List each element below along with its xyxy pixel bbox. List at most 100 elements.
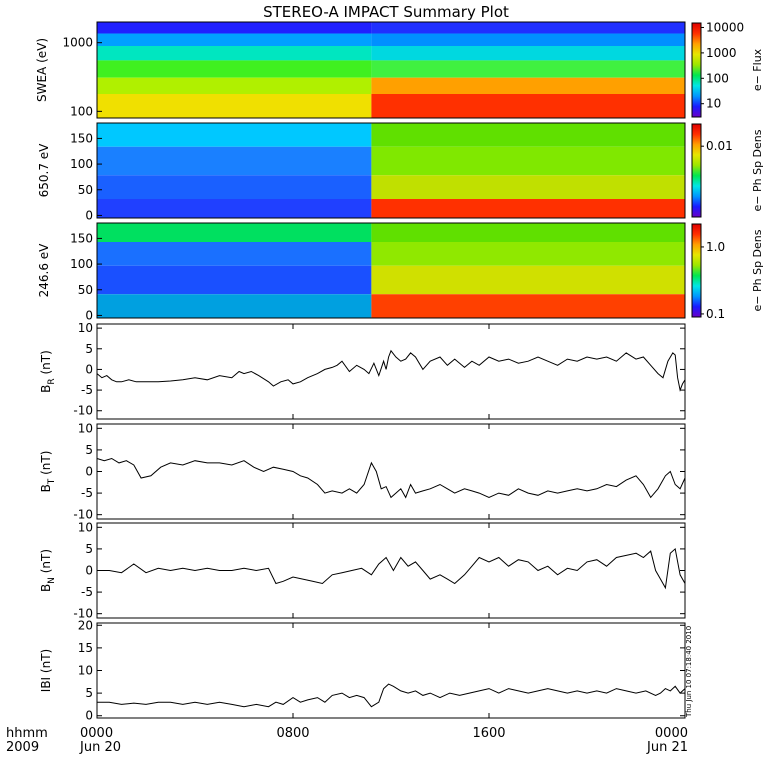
- spectrogram-band-post: [371, 94, 685, 118]
- data-trace: [97, 683, 686, 708]
- spectrogram-band-pre: [97, 265, 372, 295]
- spectrogram-band-pre: [97, 146, 372, 176]
- spectrogram-panel-3: 0 50 100 150 246.6 eV 0.1 1.0 e− Ph Sp Dens: [37, 222, 764, 322]
- line-panel-1: -10 -5 0 5 10 BR (nT): [39, 321, 686, 420]
- spectrogram-band-post: [371, 22, 685, 34]
- y-tick-label: 100: [70, 157, 93, 171]
- x-tick-time-label: 0800: [276, 726, 309, 741]
- y-axis-label: IBI (nT): [39, 649, 53, 692]
- line-panel-3: -10 -5 0 5 10 BN (nT): [39, 520, 686, 621]
- y-axis-label: BR (nT): [39, 350, 57, 393]
- colorbar-tick-label: 100: [706, 71, 729, 85]
- line-panel-frame: [96, 323, 686, 420]
- y-tick-label: 5: [85, 686, 93, 700]
- y-tick-label: 0: [85, 208, 93, 222]
- y-tick-label: 10: [78, 520, 93, 534]
- x-axis-row2-label: 2009: [6, 740, 39, 755]
- colorbar-tick-label: 0.01: [706, 139, 733, 153]
- spectrogram-band-pre: [97, 77, 372, 94]
- y-label-subscript: T: [47, 478, 57, 485]
- colorbar-tick-label: 10: [706, 97, 721, 111]
- y-tick-label: 0: [85, 362, 93, 376]
- y-axis-label: BT (nT): [39, 451, 57, 493]
- y-tick-label: 15: [78, 641, 93, 655]
- generation-stamp: Thu Jun 10 07:18:40 2010: [685, 626, 693, 718]
- colorbar-tick-label: 1.0: [706, 240, 725, 254]
- y-label-unit: (nT): [39, 451, 53, 479]
- line-panel-frame: [96, 423, 686, 520]
- spectrogram-frame: [96, 222, 686, 319]
- x-tick-time-label: 0000: [655, 726, 688, 741]
- y-tick-label: 150: [70, 131, 93, 145]
- y-label-unit: (nT): [39, 649, 53, 677]
- y-label-unit: (nT): [39, 549, 53, 577]
- y-tick-label: -5: [81, 585, 93, 599]
- y-tick-label: 0: [85, 709, 93, 723]
- spectrogram-band-post: [371, 146, 685, 176]
- spectrogram-band-pre: [97, 123, 372, 147]
- spectrogram-band-post: [371, 175, 685, 199]
- spectrogram-band-post: [371, 60, 685, 78]
- y-tick-label: 0: [85, 308, 93, 322]
- spectrogram-band-pre: [97, 22, 372, 34]
- colorbar-frame: [691, 22, 702, 118]
- y-tick-label: 150: [70, 231, 93, 245]
- y-tick-label: -10: [73, 607, 93, 621]
- y-tick-label: 0: [85, 465, 93, 479]
- y-tick-label: -5: [81, 486, 93, 500]
- line-panel-2: -10 -5 0 5 10 BT (nT): [39, 421, 686, 522]
- spectrogram-band-post: [371, 242, 685, 266]
- y-axis-label: 650.7 eV: [37, 143, 51, 198]
- spectrogram-band-pre: [97, 94, 372, 118]
- y-tick-label: -5: [81, 383, 93, 397]
- y-tick-label: 10: [78, 421, 93, 435]
- y-label-main: B: [39, 484, 53, 492]
- y-label-main: B: [39, 584, 53, 592]
- colorbar: [692, 124, 701, 217]
- colorbar: [692, 23, 701, 117]
- y-tick-label: 100: [70, 104, 93, 118]
- y-label-subscript: N: [47, 577, 57, 584]
- y-tick-label: -10: [73, 508, 93, 522]
- y-tick-label: 100: [70, 257, 93, 271]
- spectrogram-band-pre: [97, 33, 372, 46]
- colorbar-label: e− Flux: [751, 48, 764, 91]
- spectrogram-band-post: [371, 294, 685, 318]
- y-tick-label: 5: [85, 443, 93, 457]
- y-tick-label: 10: [78, 321, 93, 335]
- spectrogram-band-post: [371, 265, 685, 295]
- y-axis-label: BN (nT): [39, 549, 57, 592]
- spectrogram-band-post: [371, 199, 685, 218]
- spectrogram-band-pre: [97, 46, 372, 61]
- spectrogram-band-post: [371, 46, 685, 61]
- y-tick-label: -10: [73, 404, 93, 418]
- x-tick-date-label: Jun 20: [79, 740, 121, 755]
- line-panel-frame: [96, 522, 686, 619]
- spectrogram-band-pre: [97, 223, 372, 242]
- colorbar-tick-label: 10000: [706, 20, 744, 34]
- spectrogram-band-post: [371, 223, 685, 242]
- y-axis-label: SWEA (eV): [35, 38, 49, 102]
- y-axis-label: 246.6 eV: [37, 243, 51, 298]
- spectrogram-band-post: [371, 77, 685, 94]
- data-trace: [96, 457, 686, 499]
- colorbar: [692, 224, 701, 317]
- spectrogram-band-pre: [97, 199, 372, 218]
- x-axis-row1-label: hhmm: [6, 726, 48, 741]
- y-label-main: IBI: [39, 677, 53, 692]
- y-label-unit: (nT): [39, 350, 53, 378]
- y-tick-label: 5: [85, 342, 93, 356]
- spectrogram-band-post: [371, 123, 685, 147]
- spectrogram-band-pre: [97, 60, 372, 78]
- x-tick-time-label: 1600: [472, 726, 505, 741]
- x-tick-date-label: Jun 21: [646, 740, 688, 755]
- colorbar-label: e− Ph Sp Dens: [751, 129, 764, 211]
- y-tick-label: 50: [78, 283, 93, 297]
- spectrogram-frame: [96, 122, 686, 219]
- x-tick-time-label: 0000: [80, 726, 113, 741]
- y-label-subscript: R: [47, 378, 57, 384]
- data-trace: [96, 349, 686, 392]
- spectrogram-band-pre: [97, 175, 372, 199]
